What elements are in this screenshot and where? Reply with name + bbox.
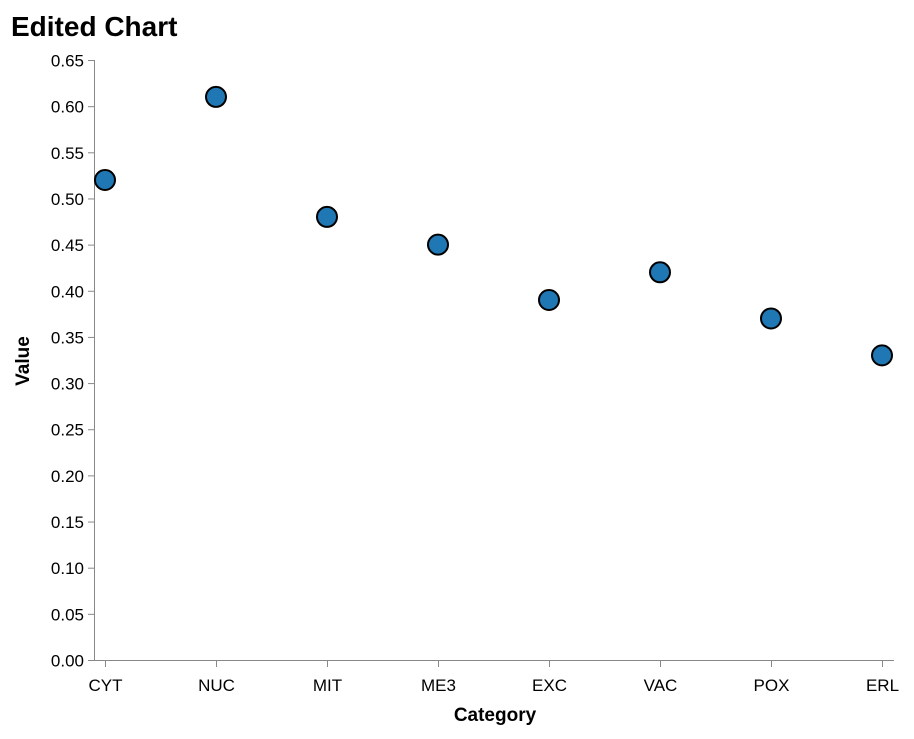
x-tick-label: NUC [198,676,235,695]
y-tick-label: 0.25 [51,421,84,440]
data-point-nuc [205,85,227,108]
x-axis-title: Category [454,705,537,726]
y-tick-label: 0.10 [51,559,84,578]
y-tick-label: 0.40 [51,282,84,301]
y-tick-label: 0.45 [51,236,84,255]
data-point-vac [649,261,671,284]
y-tick-label: 0.35 [51,328,84,347]
data-points [94,85,893,367]
x-ticks: CYT NUC MIT ME3 EXC VAC POX ERL [89,660,899,695]
data-point-cyt [94,169,116,191]
x-tick-label: VAC [644,676,678,695]
y-tick-label: 0.55 [51,144,84,163]
y-tick-label: 0.60 [51,98,84,117]
y-axis: 0.00 0.05 0.10 0.15 0.20 0.25 0.30 0.35 0.40 0.45… [51,52,95,671]
x-tick-label: ME3 [421,676,456,695]
x-tick-label: CYT [89,676,123,695]
y-tick-label: 0.20 [51,467,84,486]
x-tick-label: ERL [866,676,899,695]
y-ticks: 0.00 0.05 0.10 0.15 0.20 0.25 0.30 0.35 0.40 0.45… [51,52,94,671]
data-point-me3 [427,233,449,256]
chart-title: Edited Chart [11,11,177,42]
y-tick-label: 0.00 [51,652,84,671]
y-tick-label: 0.05 [51,605,84,624]
y-tick-label: 0.65 [51,52,84,71]
y-tick-label: 0.30 [51,375,84,394]
x-axis: CYT NUC MIT ME3 EXC VAC POX ERL [89,660,899,695]
x-tick-label: MIT [313,676,342,695]
y-tick-label: 0.15 [51,513,84,532]
data-point-exc [538,289,560,311]
data-point-mit [316,205,338,228]
x-tick-label: EXC [532,676,567,695]
data-point-pox [760,307,782,330]
x-tick-label: POX [754,676,790,695]
y-tick-label: 0.50 [51,190,84,209]
data-point-erl [871,344,893,367]
y-axis-title: Value [13,336,34,386]
